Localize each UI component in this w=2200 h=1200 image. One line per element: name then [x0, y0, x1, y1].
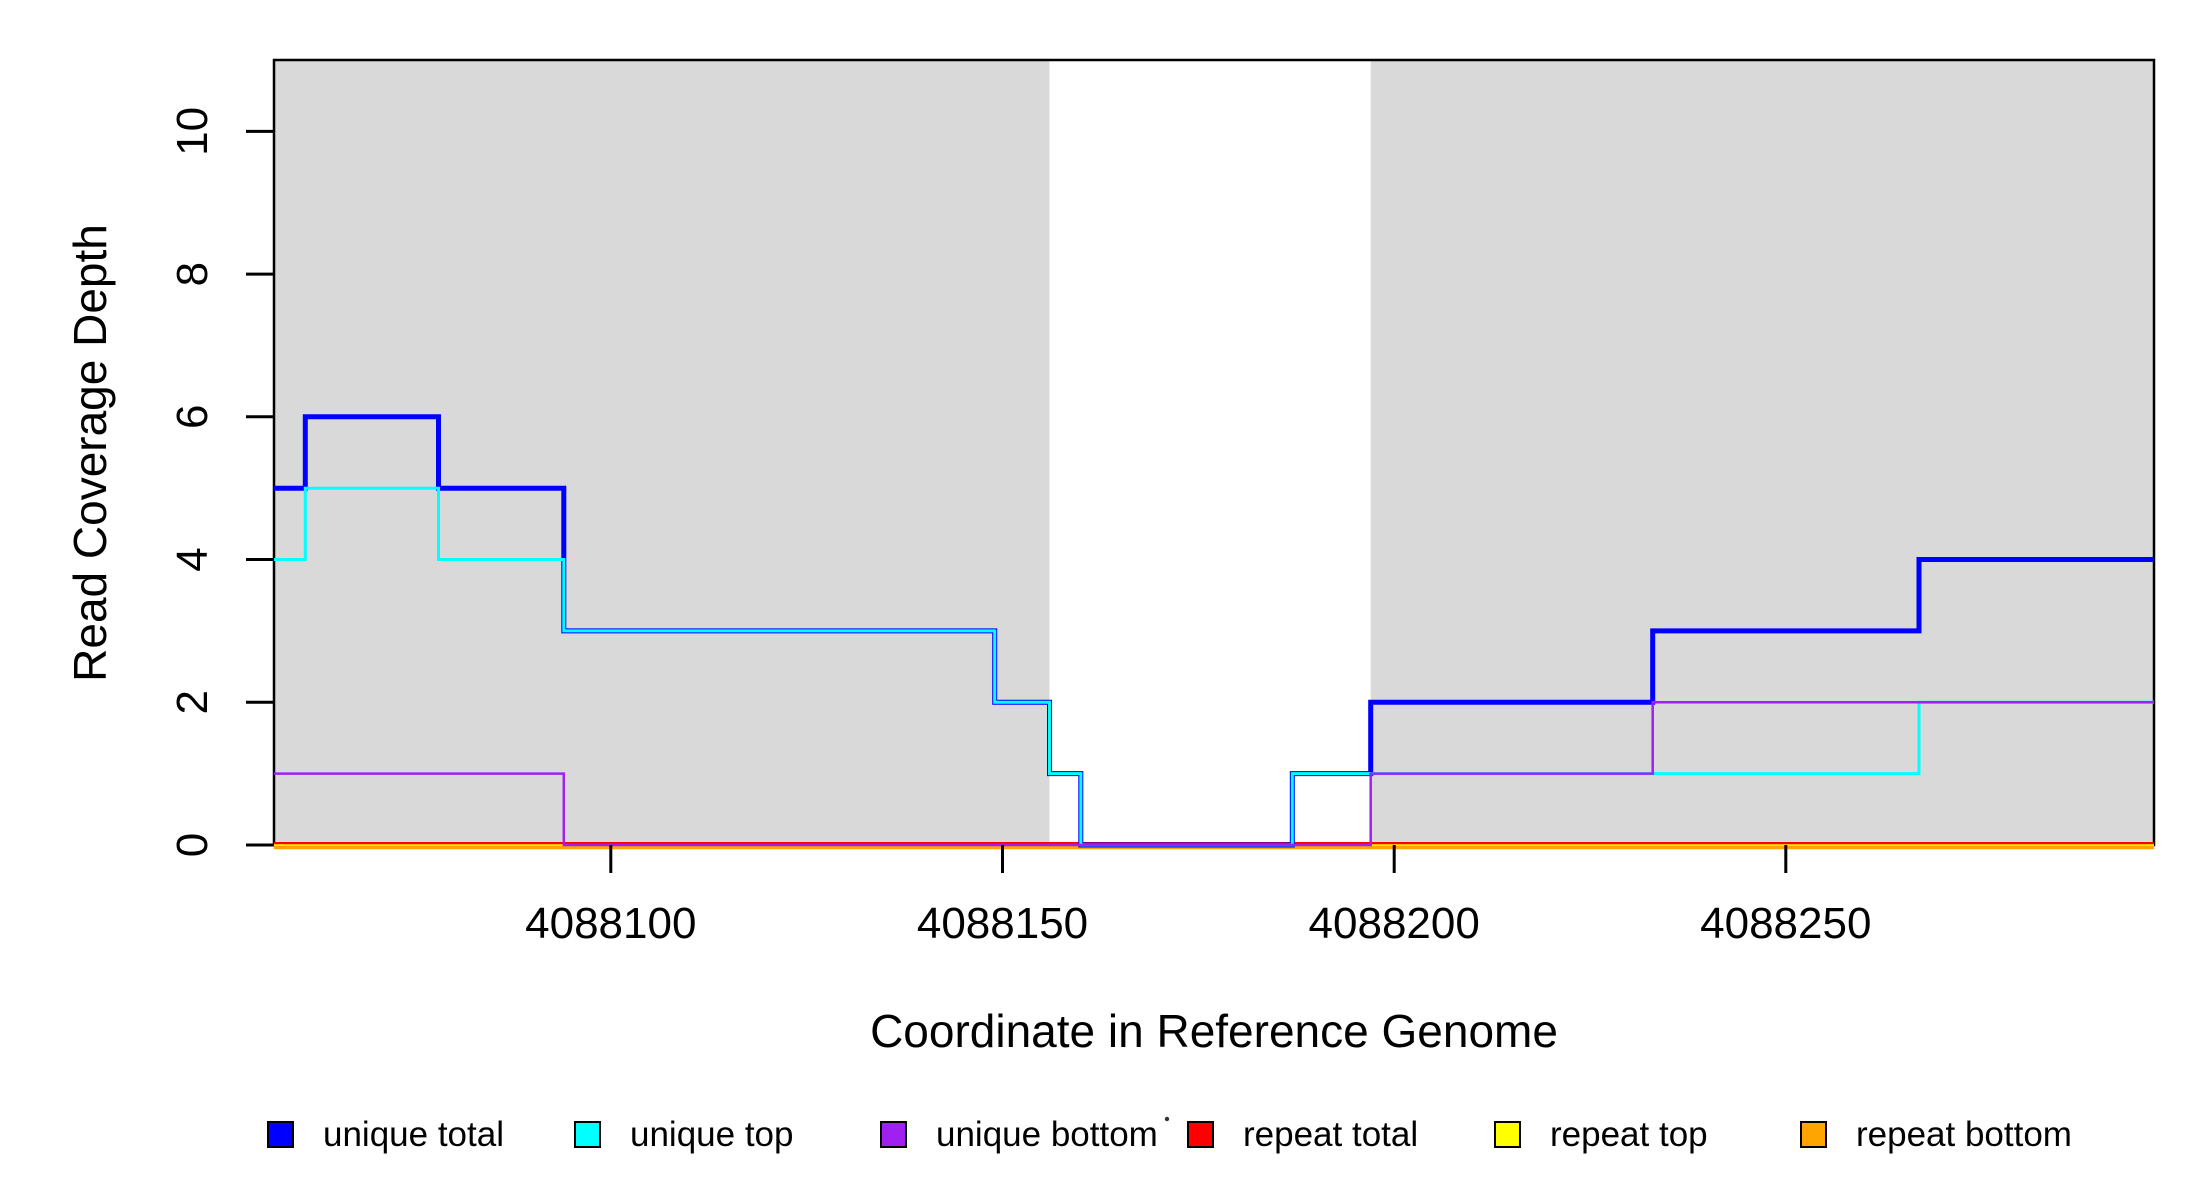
legend-label-unique-bottom: unique bottom	[936, 1115, 1158, 1154]
legend-label-repeat-total: repeat total	[1243, 1115, 1418, 1154]
y-tick-label: 10	[168, 107, 217, 156]
legend-label-repeat-bottom: repeat bottom	[1856, 1115, 2072, 1154]
legend-swatch-repeat-total	[1187, 1121, 1214, 1148]
stray-dot-mark	[1164, 1116, 1170, 1122]
legend-label-unique-top: unique top	[630, 1115, 793, 1154]
y-tick-label: 8	[168, 262, 217, 286]
x-tick-label: 4088100	[525, 899, 696, 948]
legend-swatch-repeat-top	[1494, 1121, 1521, 1148]
series-line-unique-bottom	[274, 701, 2154, 847]
x-axis-title: Coordinate in Reference Genome	[870, 1005, 1558, 1057]
legend-swatch-repeat-bottom	[1800, 1121, 1827, 1148]
x-tick-label: 4088250	[1700, 899, 1871, 948]
y-axis-title: Read Coverage Depth	[64, 224, 116, 682]
legend-swatch-unique-bottom	[880, 1121, 907, 1148]
y-tick-label: 2	[168, 690, 217, 714]
shaded-region-right	[1370, 60, 2154, 845]
legend-label-repeat-top: repeat top	[1550, 1115, 1708, 1154]
x-tick-label: 4088200	[1309, 899, 1480, 948]
y-tick-label: 0	[168, 833, 217, 857]
legend-label-unique-total: unique total	[323, 1115, 504, 1154]
legend-swatch-unique-total	[267, 1121, 294, 1148]
x-tick-label: 4088150	[917, 899, 1088, 948]
y-tick-label: 4	[168, 547, 217, 571]
y-tick-label: 6	[168, 405, 217, 429]
shaded-region-left	[274, 60, 1050, 845]
legend-swatch-unique-top	[574, 1121, 601, 1148]
